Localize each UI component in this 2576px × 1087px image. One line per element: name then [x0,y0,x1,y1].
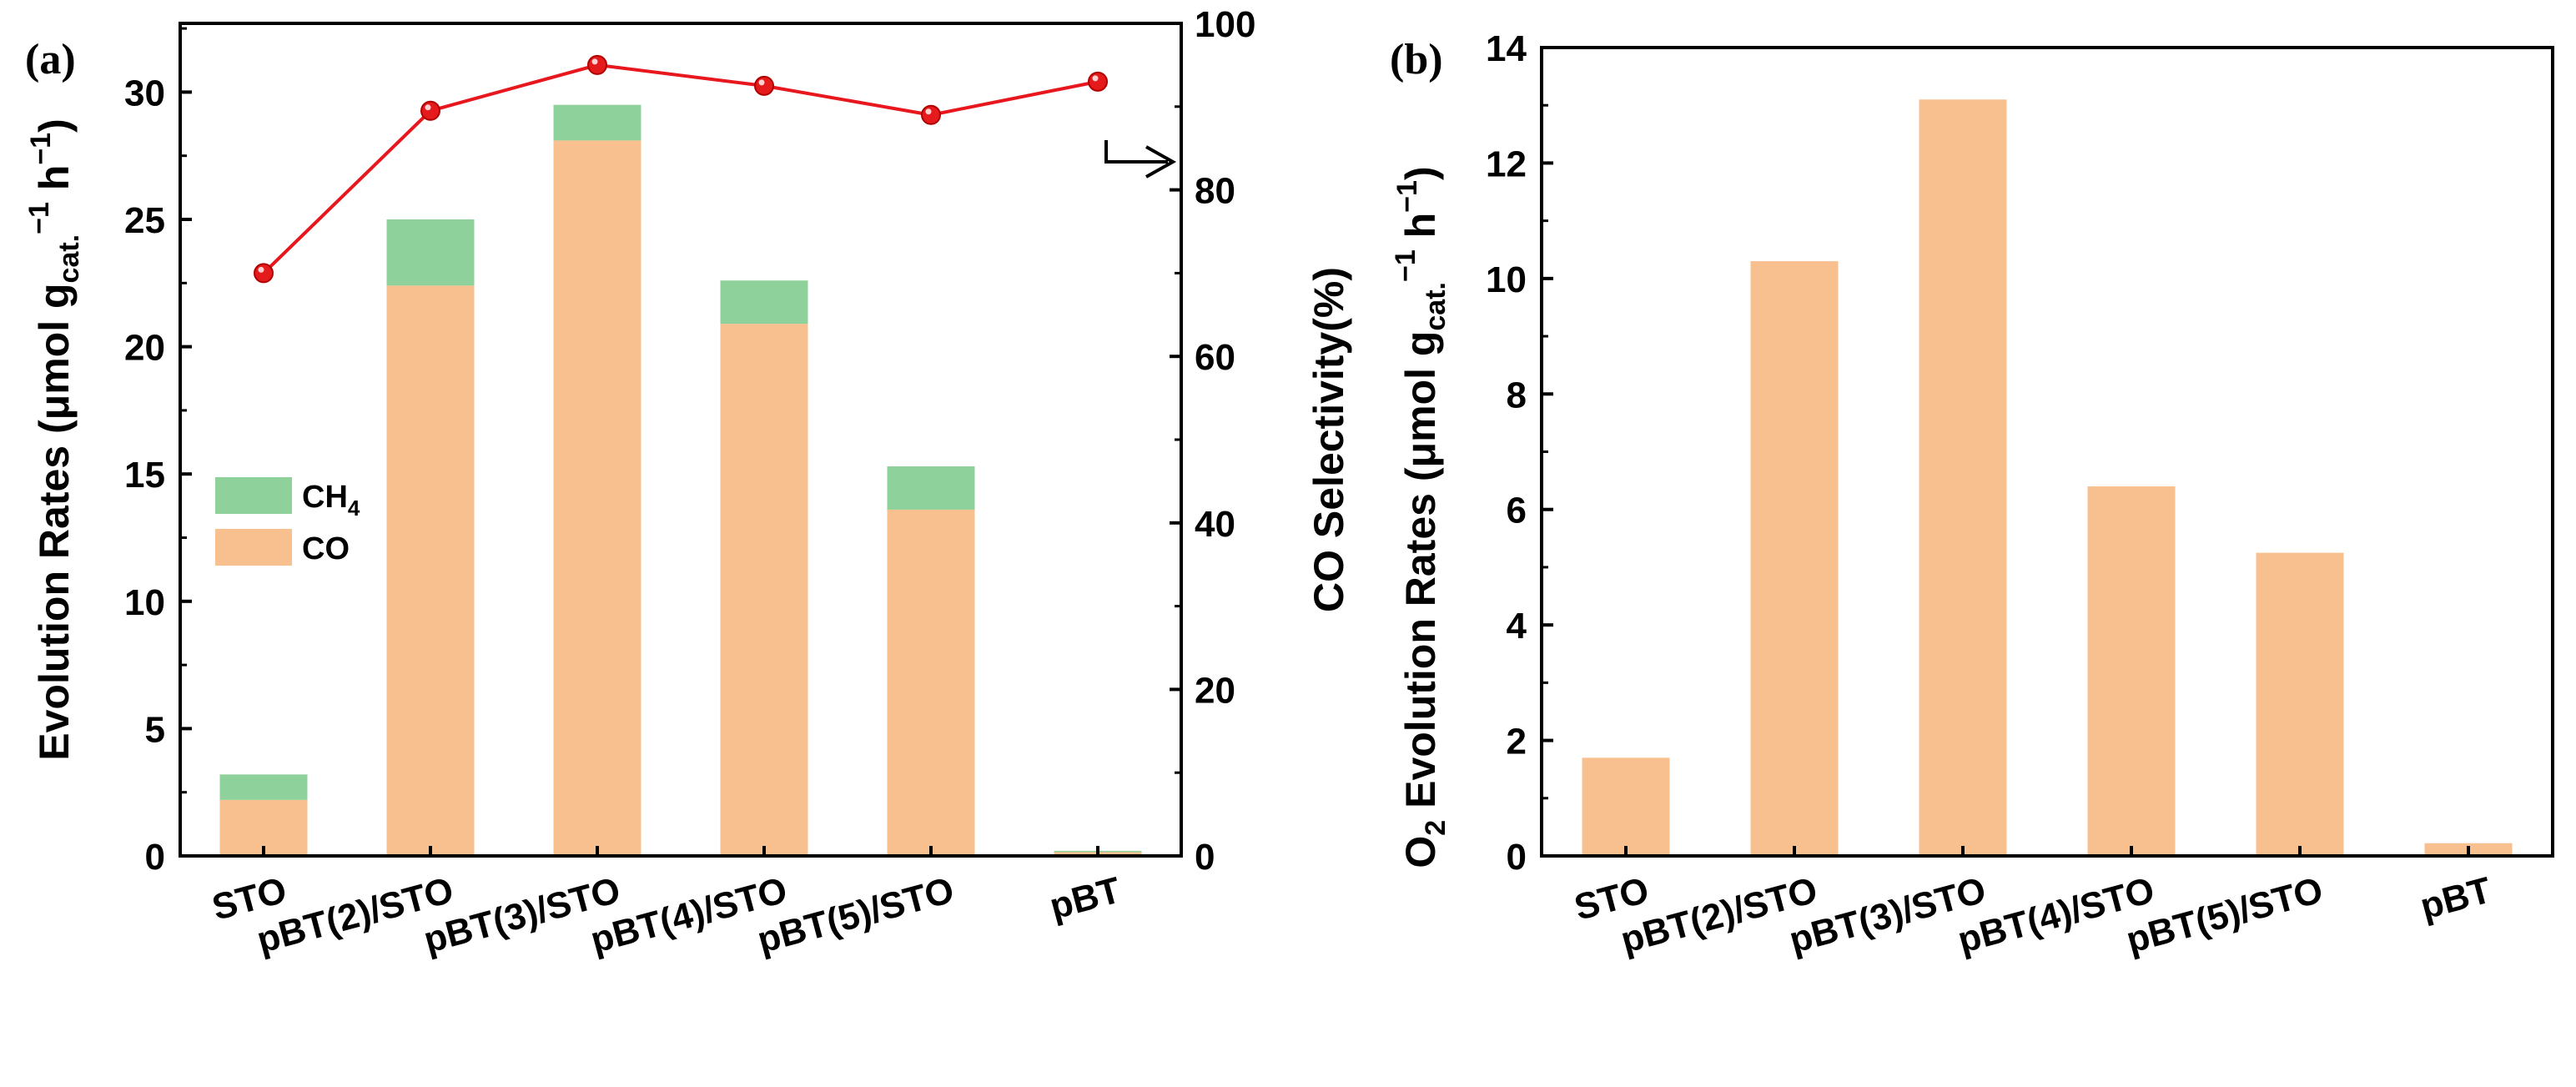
legend-swatch-co [215,529,292,566]
panel-a-frame [179,22,1183,858]
panel-b-ylabel-end: h [1397,213,1444,249]
left-tick-label: 10 [124,582,165,623]
panel-b-bars [1582,99,2513,857]
bar-ch4-pbt-5-sto [887,466,975,510]
bar-o2-pbt-5-sto [2256,552,2344,856]
panel-b-y-ticks: 0 2 4 6 8 10 12 14 [1486,28,1553,878]
selectivity-point-highlight [925,108,932,115]
panel-a-right-ylabel: CO Selectivity(%) [1306,267,1352,612]
panel-a-right-ticks: 0 20 40 60 80 100 [1170,4,1255,878]
panel-a: (a) 0 5 10 15 20 25 30 0 20 40 60 80 100 STOpBT(2)/… [23,4,1352,961]
selectivity-point-highlight [425,104,431,111]
selectivity-point-pbt-3-sto [587,54,607,75]
b-tick-label: 6 [1507,491,1527,531]
b-tick-label: 4 [1507,606,1527,647]
legend-label-ch4: CH4 [302,480,360,521]
selectivity-point-pbt-4-sto [754,75,774,96]
panel-b-ylabel-sub: cat. [1420,282,1452,331]
selectivity-line [262,63,1099,274]
left-tick-label: 5 [145,709,165,750]
panel-a-bars [219,104,1142,857]
b-x-tick-label-pbt-4-sto: pBT(4)/STO [1954,869,2159,961]
b-x-tick-label-pbt-3-sto: pBT(3)/STO [1785,869,1990,961]
panel-a-left-ylabel-end: h [31,165,78,202]
panel-b-ylabel-close: ) [1397,166,1444,180]
b-tick-label: 14 [1486,28,1527,69]
panel-a-left-ylabel-end-sup: −1 [25,133,57,165]
panel-b-ylabel-pre: O [1397,836,1444,868]
b-tick-label: 0 [1507,837,1527,878]
b-tick-label: 8 [1507,375,1527,415]
right-tick-label: 0 [1195,837,1215,878]
panel-a-left-ylabel: Evolution Rates (μmol gcat.−1 h−1) [23,118,85,761]
bar-co-pbt-3-sto [553,140,641,857]
right-tick-label: 80 [1195,171,1235,212]
selectivity-point-pbt [1088,71,1108,92]
bar-ch4-pbt-4-sto [720,280,808,325]
panel-a-selectivity-line [254,54,1108,284]
panel-a-legend: CH4 CO [215,477,360,566]
panel-b-ylabel-pre-sub: 2 [1420,820,1452,836]
right-tick-label: 100 [1195,4,1255,45]
bar-o2-sto [1582,757,1670,856]
panel-a-label: (a) [25,36,76,83]
left-tick-label: 0 [145,837,165,878]
left-tick-label: 25 [124,200,165,241]
b-tick-label: 2 [1507,722,1527,762]
b-tick-label: 12 [1486,143,1527,184]
panel-b-ylabel-end-sup: −1 [1391,180,1423,213]
bar-ch4-sto [219,774,308,800]
right-tick-label: 20 [1195,670,1235,711]
right-axis-arrow-icon [1104,140,1177,179]
left-tick-label: 15 [124,455,165,496]
b-x-tick-label-pbt-2-sto: pBT(2)/STO [1617,869,1822,961]
panel-a-left-ticks: 0 5 10 15 20 25 30 [124,27,192,878]
selectivity-point-sto [254,263,274,284]
panel-a-left-ylabel-sub: cat. [53,234,85,284]
legend-label-ch4-main: CH [302,480,348,515]
bar-o2-pbt-4-sto [2087,486,2176,856]
panel-a-left-ylabel-close: ) [31,118,78,133]
bar-ch4-pbt-3-sto [553,104,641,141]
panel-b-ylabel-sup: −1 [1390,249,1421,282]
panel-b-ylabel: O2 Evolution Rates (μmol gcat.−1 h−1) [1390,166,1452,868]
right-tick-label: 40 [1195,504,1235,545]
panel-b-ylabel-main: Evolution Rates (μmol g [1397,331,1444,820]
bar-o2-pbt-3-sto [1919,99,2007,857]
bar-co-pbt-2-sto [386,285,475,856]
panel-a-x-ticks: STOpBT(2)/STOpBT(3)/STOpBT(4)/STOpBT(5)/… [208,846,1125,961]
b-tick-label: 10 [1486,259,1527,300]
panel-b-x-ticks: STOpBT(2)/STOpBT(3)/STOpBT(4)/STOpBT(5)/… [1570,846,2496,961]
panel-a-left-ylabel-main: Evolution Rates (μmol g [31,283,78,760]
b-x-tick-label-pbt-5-sto: pBT(5)/STO [2122,869,2327,961]
legend-label-ch4-sub: 4 [348,496,360,521]
left-tick-label: 20 [124,328,165,369]
selectivity-point-pbt-2-sto [420,100,440,121]
selectivity-point-highlight [258,266,264,273]
legend-label-co: CO [302,531,350,566]
bar-ch4-pbt-2-sto [386,219,475,286]
selectivity-point-pbt-5-sto [921,104,941,125]
selectivity-point-highlight [1092,75,1099,82]
legend-swatch-ch4 [215,477,292,514]
bar-co-pbt-4-sto [720,324,808,857]
x-tick-label-pbt: pBT [1045,869,1124,927]
selectivity-point-highlight [591,58,598,65]
left-tick-label: 30 [124,73,165,113]
panel-b-label: (b) [1390,36,1443,83]
right-tick-label: 60 [1195,337,1235,378]
selectivity-point-highlight [758,79,765,86]
b-x-tick-label-pbt: pBT [2416,869,2495,927]
bar-o2-pbt-2-sto [1750,261,1839,856]
panel-a-left-ylabel-sup: −1 [23,202,55,234]
panel-b-frame [1540,46,2554,858]
bar-co-pbt-5-sto [887,509,975,856]
